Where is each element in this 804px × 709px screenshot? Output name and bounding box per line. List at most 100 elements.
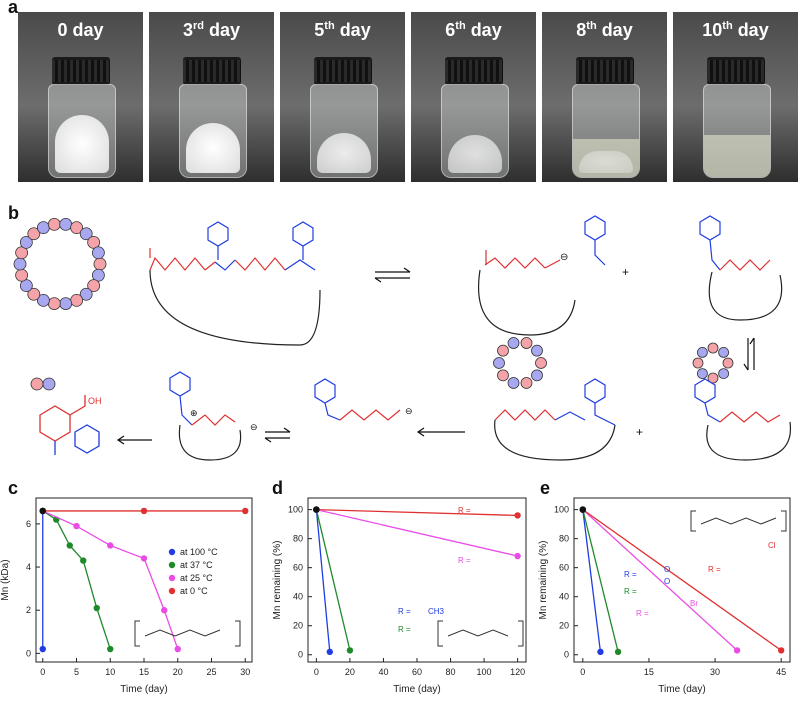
ring-bead [79,287,93,301]
y-tick-label: 60 [559,563,569,573]
series-line [582,509,782,651]
methyl-label: CH3 [428,607,445,616]
ring-bead [47,297,61,310]
ring-bead [15,246,29,260]
equilibrium-arrow [374,267,411,283]
y-axis-label: Mn remaining (%) [538,541,549,620]
panel-label-e: e [540,478,551,498]
x-tick-label: 45 [776,667,786,677]
x-tick-label: 0 [580,667,585,677]
ring-bead [70,293,84,307]
x-tick-label: 60 [412,667,422,677]
panel-label-a: a [8,0,19,17]
x-tick-label: 40 [378,667,388,677]
y-tick-label: 40 [293,592,303,602]
substituent-label: R = [458,556,471,565]
x-tick-label: 80 [446,667,456,677]
reaction-scheme: ⊖ + OH ⊕ ⊖ [13,215,792,461]
vertical-equilibrium-arrow [743,337,755,371]
data-point [242,507,249,515]
x-tick-label: 15 [644,667,654,677]
small-ring-bead-diagram-1 [493,337,547,389]
legend-marker [168,587,176,595]
y-tick-label: 20 [293,621,303,631]
ring-bead [93,257,107,271]
x-tick-label: 120 [510,667,525,677]
x-tick-label: 20 [345,667,355,677]
data-point [514,552,521,560]
substituent-label: R = [458,506,471,515]
anion-charge: ⊖ [560,252,568,263]
data-point [80,557,87,564]
y-tick-label: 0 [564,650,569,660]
substituent-label: R = [636,609,649,618]
y-tick-label: 100 [554,505,569,515]
ring-bead [707,372,719,384]
vial [703,84,771,178]
cyclic-iminium [699,215,783,321]
legend-marker [168,548,176,556]
ring-bead [19,235,33,249]
vial-photo-day0: 0 day [18,12,143,182]
data-point [93,604,100,612]
vial-photo-day5: 5th day [280,12,405,182]
substituent-label: R = [398,607,411,616]
ring-bead [59,297,73,310]
ring-bead [36,221,50,235]
methoxy-label: O [664,577,670,586]
chart-e-mn-remaining-vs-time: 0 15 30 45 0 20 40 60 80 100 Time (day) Mn remainin… [538,497,791,695]
series-line [42,510,179,650]
plus-sign-2: + [636,425,643,439]
polymer-structure-backbone [447,629,509,637]
chart-c-molecular-weight-vs-time: 0 5 10 15 20 25 30 0 2 4 6 Time (day) Mn (kDa) at 100… [0,497,253,695]
ring-bead [531,369,543,382]
plus-sign: + [622,265,629,279]
ring-bead [722,357,734,369]
ring-bead [707,342,719,354]
substituent-label: R = [624,570,637,579]
photo-label: 0 day [57,20,104,40]
substituent-label: R = [398,625,411,634]
y-tick-label: 0 [298,650,303,660]
ring-bead [497,369,509,382]
photo-label: 6th day [445,20,502,40]
x-axis-label: Time (day) [393,684,440,695]
ring-bead [70,221,84,235]
small-ring-bead-diagram-2 [692,342,734,384]
series-line [316,508,518,557]
legend-entry: at 0 °C [180,586,208,596]
ring-bead [507,377,520,389]
panel-label-d: d [272,478,283,498]
reaction-arrow-2 [416,427,465,437]
anion-charge-2: ⊖ [250,422,258,432]
data-point [39,645,46,653]
iminium-charge: ⊕ [190,408,198,418]
ring-bead [27,227,41,241]
x-tick-label: 100 [477,667,492,677]
zwitterion-intermediate [169,371,242,461]
y-tick-label: 6 [26,519,31,529]
panel-label-c: c [8,478,19,498]
dimer-bead-diagram [30,377,56,391]
ring-bead [47,218,61,231]
reaction-arrow-1 [116,435,152,445]
methoxy-label: O [664,565,670,574]
data-point [140,555,148,562]
series-line [582,509,619,652]
legend-entry: at 100 °C [180,547,218,557]
photo-label: 10th day [702,20,769,40]
vial-photo-day10: 10th day [673,12,798,182]
x-tick-label: 30 [240,667,250,677]
plot-frame [573,497,791,663]
ring-bead [520,337,533,349]
ring-bead [15,268,29,282]
legend-entry: at 37 °C [180,560,213,570]
photo-label: 5th day [314,20,371,40]
data-point [174,645,181,653]
polymer-structure-bracket [690,510,787,532]
data-point [107,645,114,653]
x-tick-label: 30 [710,667,720,677]
data-point [514,512,521,519]
x-tick-label: 25 [206,667,216,677]
vial [310,84,378,178]
